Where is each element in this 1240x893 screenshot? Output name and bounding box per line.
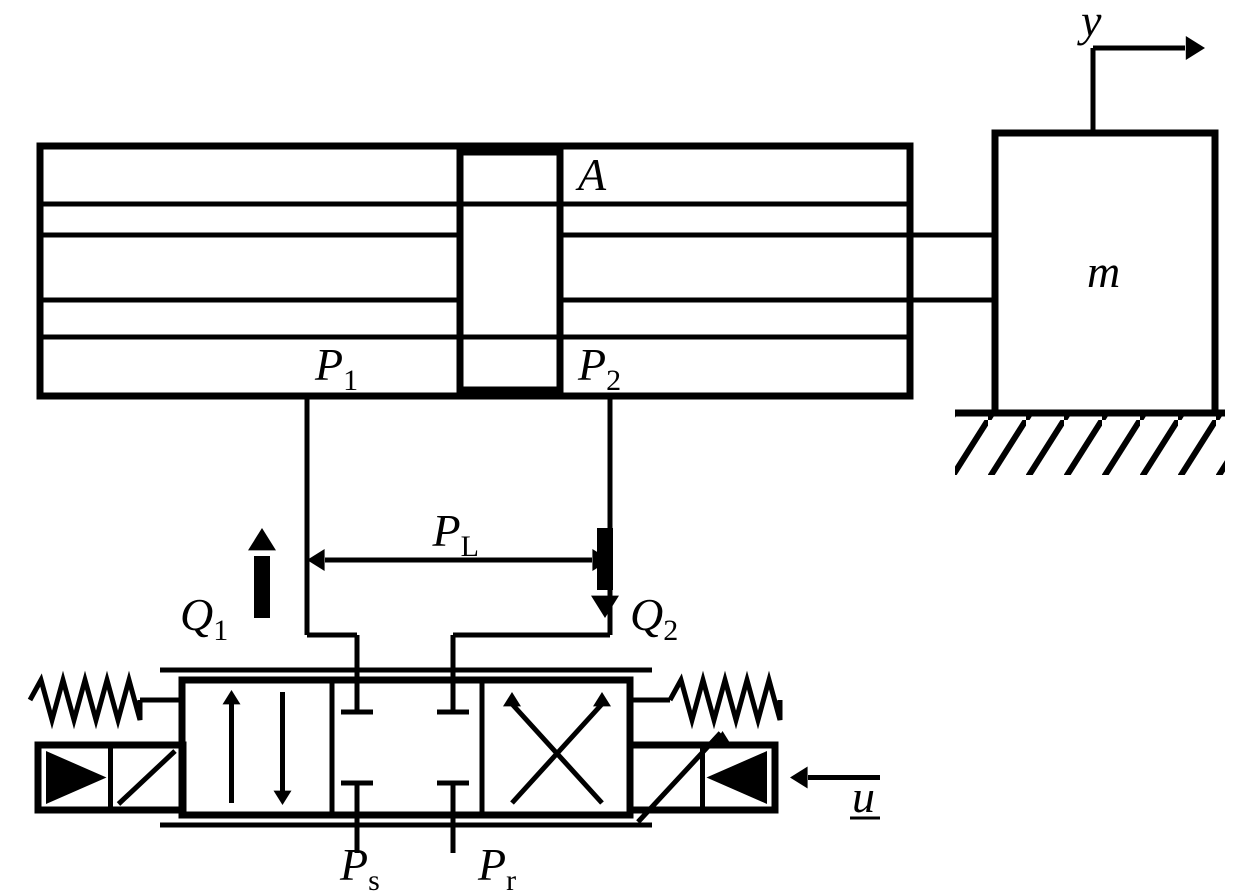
ps-label: Ps (339, 839, 380, 893)
q1-label: Q1 (180, 589, 228, 647)
area-label: A (575, 149, 607, 200)
u-input-label: u (852, 771, 875, 822)
pr-label: Pr (477, 839, 516, 893)
q2-label: Q2 (630, 589, 678, 647)
p2-label: P2 (577, 339, 621, 397)
cylinder-body (40, 146, 910, 396)
y-axis-label: y (1077, 0, 1102, 46)
piston (460, 152, 560, 390)
pl-label: PL (432, 505, 479, 563)
p1-label: P1 (314, 339, 358, 397)
mass-label: m (1087, 246, 1120, 297)
hydraulic-servo-diagram: m y A P1 P2 PL Q1 Q2 Ps Pr u (0, 0, 1240, 893)
ground-hatch (955, 415, 1225, 475)
